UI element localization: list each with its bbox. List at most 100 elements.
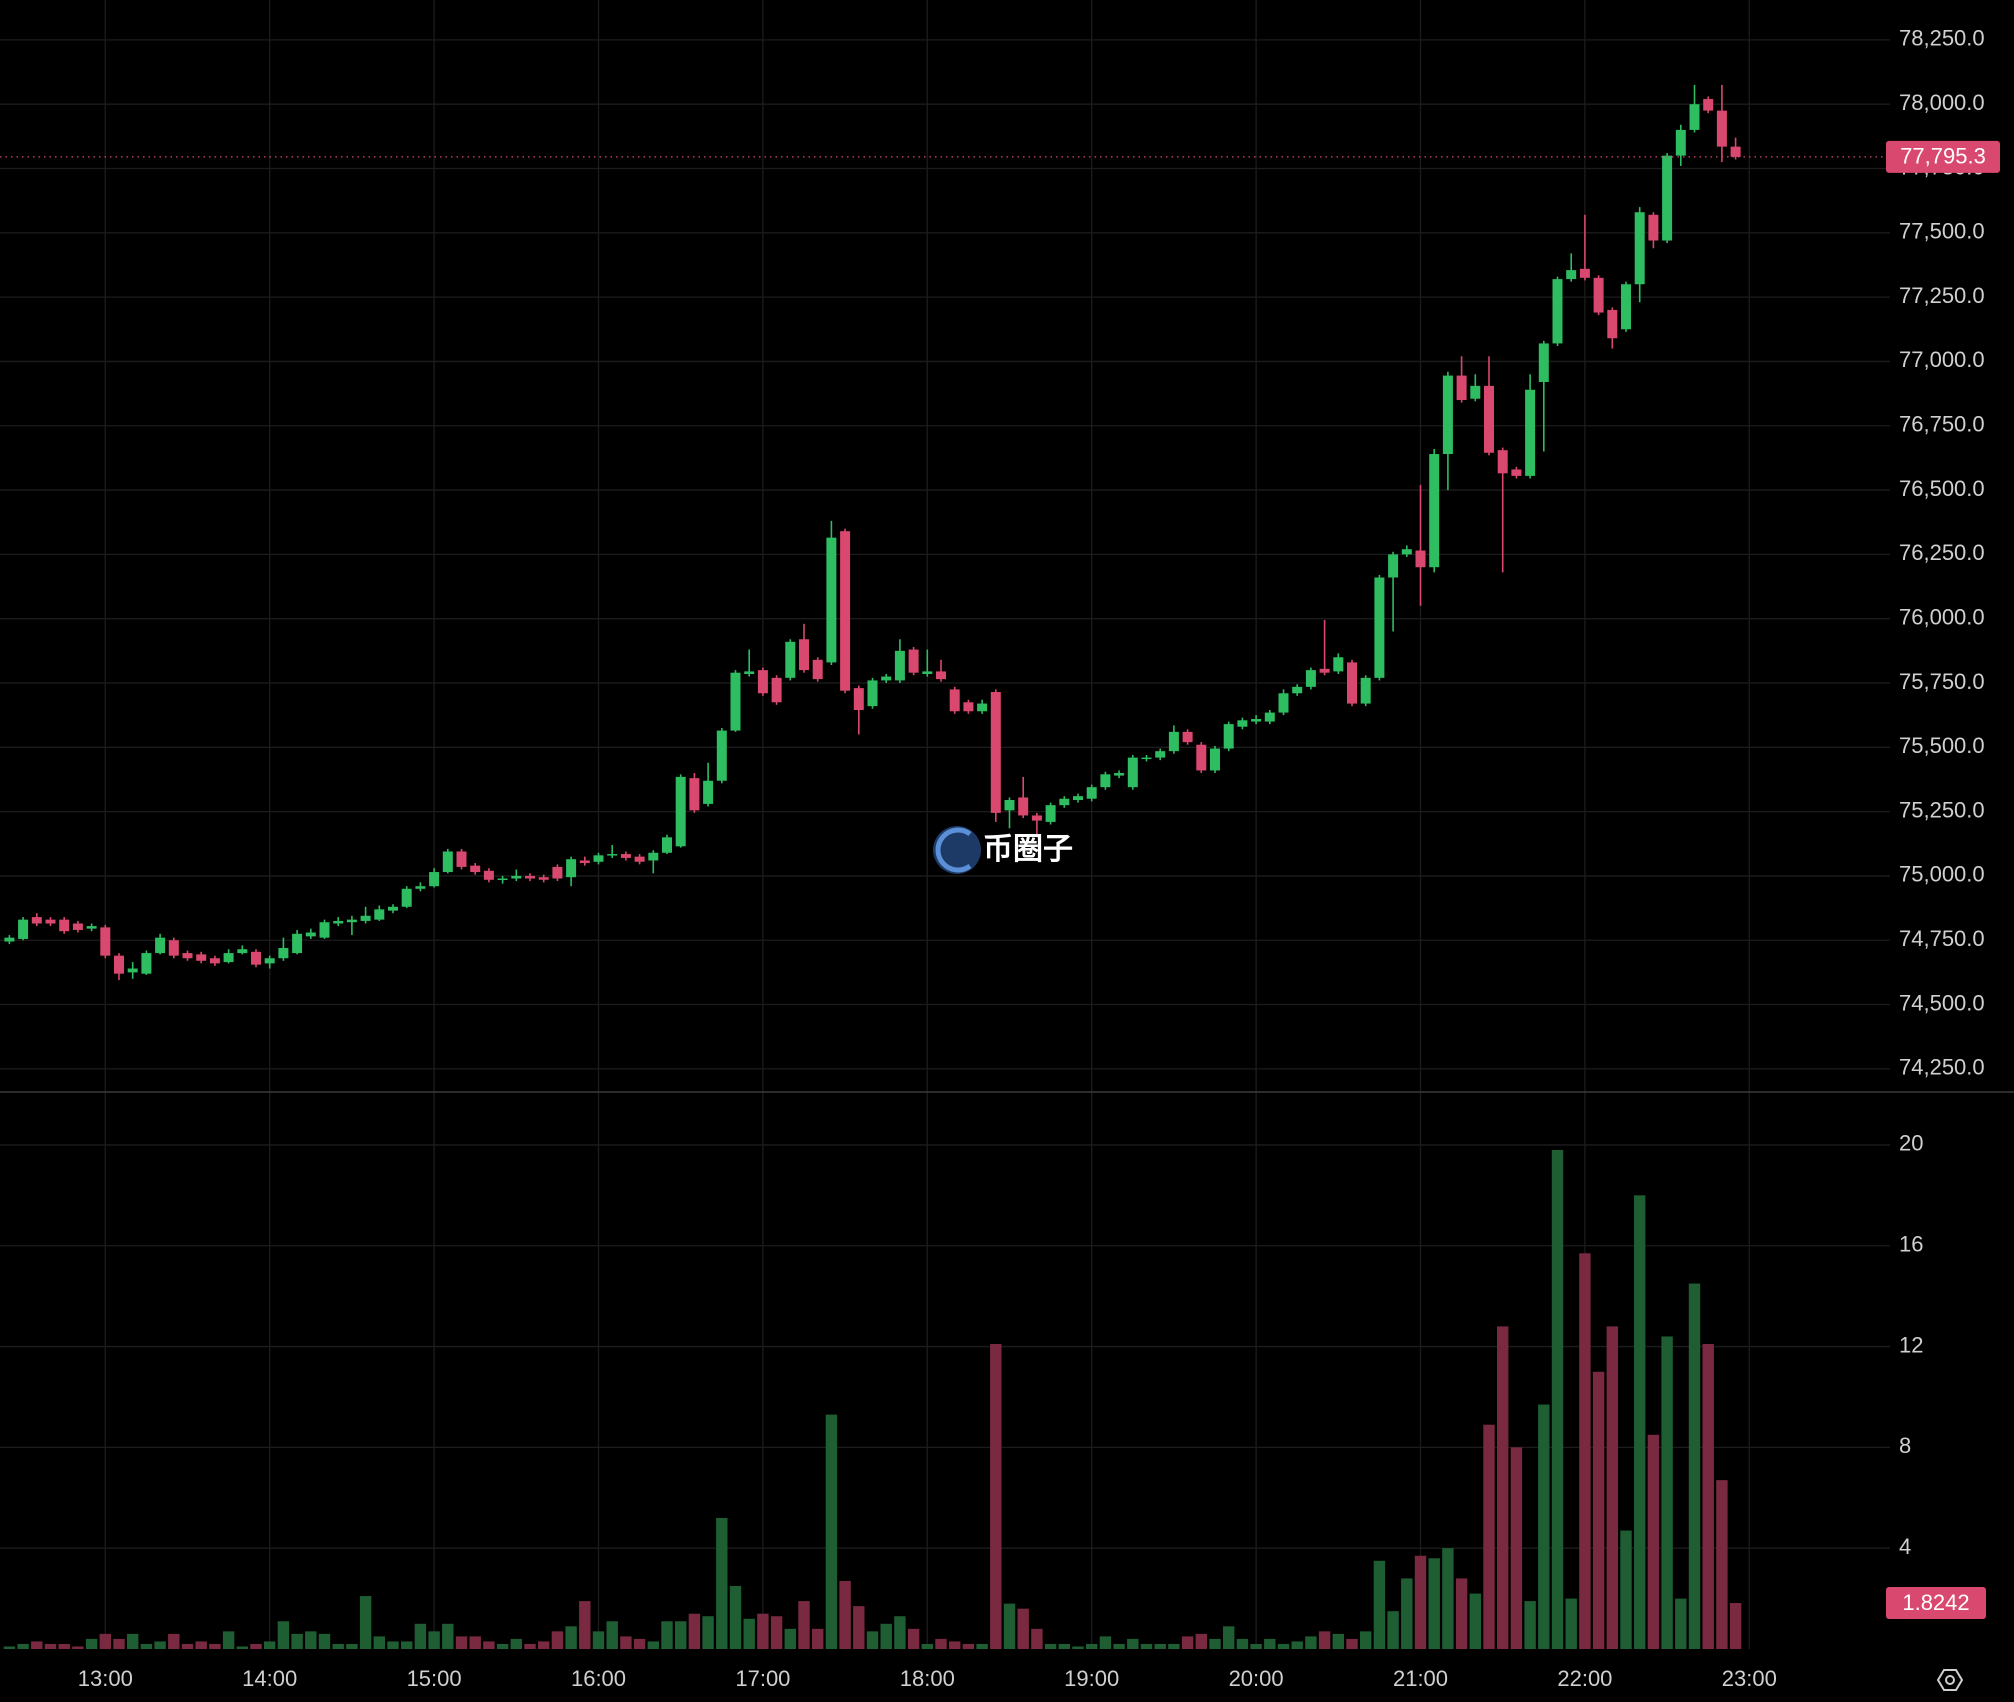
volume-bar xyxy=(236,1646,248,1649)
volume-bar xyxy=(784,1628,796,1649)
candle-body xyxy=(703,780,714,804)
x-tick-label: 19:00 xyxy=(1064,1666,1119,1691)
candle-body xyxy=(1264,712,1275,722)
y-tick-label: 75,500.0 xyxy=(1899,733,1985,758)
candle-body xyxy=(525,875,535,879)
volume-bar xyxy=(1606,1326,1618,1649)
volume-bar xyxy=(757,1613,769,1649)
candle-body xyxy=(1347,662,1357,704)
y-tick-label: 77,000.0 xyxy=(1899,347,1985,372)
candle-body xyxy=(346,919,357,923)
volume-bar xyxy=(1428,1558,1440,1649)
candle-body xyxy=(333,920,344,924)
last-volume-badge xyxy=(1886,1587,1986,1620)
candle-body xyxy=(237,949,248,954)
volume-bar xyxy=(1044,1643,1057,1649)
candle-body xyxy=(127,968,138,973)
candle-body xyxy=(1073,796,1083,801)
volume-bar xyxy=(716,1517,728,1649)
candle-body xyxy=(579,860,590,864)
candle-body xyxy=(45,919,56,924)
last-price-badge xyxy=(1886,140,2000,173)
x-tick-label: 16:00 xyxy=(571,1666,626,1691)
settings-dot[interactable] xyxy=(1945,1675,1955,1685)
volume-bar xyxy=(58,1643,70,1649)
last-volume-label: 1.8242 xyxy=(1902,1590,1969,1615)
candle-body xyxy=(4,937,15,942)
settings-icon[interactable] xyxy=(1936,1669,1964,1691)
volume-bar xyxy=(1634,1195,1646,1649)
candle-body xyxy=(894,650,905,681)
watermark-logo-arc xyxy=(935,827,972,873)
volume-bar xyxy=(140,1643,153,1649)
volume-bar xyxy=(1236,1638,1249,1649)
candle-body xyxy=(620,854,631,858)
candle-body xyxy=(1470,385,1481,399)
volume-bar xyxy=(1455,1578,1468,1649)
candle-body xyxy=(1292,686,1303,694)
volume-bar xyxy=(1127,1638,1139,1649)
volume-bar xyxy=(1579,1253,1591,1649)
candle-body xyxy=(1662,155,1673,241)
x-tick-label: 23:00 xyxy=(1722,1666,1777,1691)
candle-body xyxy=(744,671,755,674)
volume-bar xyxy=(1318,1631,1331,1649)
candle-body xyxy=(429,872,440,887)
x-tick-label: 13:00 xyxy=(78,1666,133,1691)
y-tick-label: 74,750.0 xyxy=(1899,926,1985,951)
volume-bar xyxy=(866,1631,879,1649)
labels: 13:00 14:00 15:00 16:00 17:00 18:00 19:00 20:00… xyxy=(78,26,2000,1691)
volume-bar xyxy=(1113,1643,1125,1649)
x-tick-label: 20:00 xyxy=(1229,1666,1284,1691)
x-tick-label: 21:00 xyxy=(1393,1666,1448,1691)
y-tick-label: 76,000.0 xyxy=(1899,604,1985,629)
volume-bar xyxy=(976,1643,988,1649)
settings-hex[interactable] xyxy=(1936,1669,1964,1691)
candle-body xyxy=(1716,110,1727,147)
volume-bar xyxy=(620,1636,632,1649)
y-tick-label: 12 xyxy=(1899,1332,1923,1357)
candle-body xyxy=(607,854,618,856)
volume-bar xyxy=(565,1626,577,1649)
volume-bar xyxy=(414,1623,427,1649)
candle-body xyxy=(182,953,193,959)
x-tick-label: 15:00 xyxy=(407,1666,462,1691)
volume-bar xyxy=(455,1636,468,1649)
candle-body xyxy=(552,866,563,879)
volume-bar xyxy=(1442,1548,1454,1649)
candle-body xyxy=(31,917,42,924)
volume-bar xyxy=(1675,1598,1687,1649)
volume-bar xyxy=(1305,1636,1317,1649)
volume-bar xyxy=(222,1631,235,1649)
candle-body xyxy=(1456,375,1467,401)
candle-body xyxy=(456,851,467,867)
candle-body xyxy=(1278,693,1289,713)
candle-body xyxy=(1415,550,1426,568)
volume-bar xyxy=(1702,1344,1714,1649)
x-tick-label: 18:00 xyxy=(900,1666,955,1691)
volume-bar xyxy=(921,1643,933,1649)
volume-bar xyxy=(346,1643,358,1649)
volume-bar xyxy=(305,1631,317,1649)
candle-body xyxy=(305,932,316,937)
volume-bar xyxy=(1346,1638,1358,1649)
volume-bar xyxy=(250,1643,262,1649)
volume-bar xyxy=(1209,1638,1221,1649)
candle-body xyxy=(1059,798,1070,806)
volume-bar xyxy=(209,1643,221,1649)
volume-bar xyxy=(1099,1636,1112,1649)
volume-bar xyxy=(1031,1628,1043,1649)
candle-body xyxy=(1319,668,1330,673)
volume-bar xyxy=(318,1633,331,1649)
volume-bar xyxy=(1729,1603,1742,1649)
y-tick-label: 8 xyxy=(1899,1433,1911,1458)
volume-bar xyxy=(894,1616,906,1649)
marks xyxy=(0,84,1886,1649)
volume-bar xyxy=(195,1641,207,1649)
volume-bar xyxy=(44,1643,57,1649)
y-tick-label: 75,250.0 xyxy=(1899,797,1985,822)
candle-body xyxy=(1621,284,1631,330)
volume-bar xyxy=(332,1643,344,1649)
